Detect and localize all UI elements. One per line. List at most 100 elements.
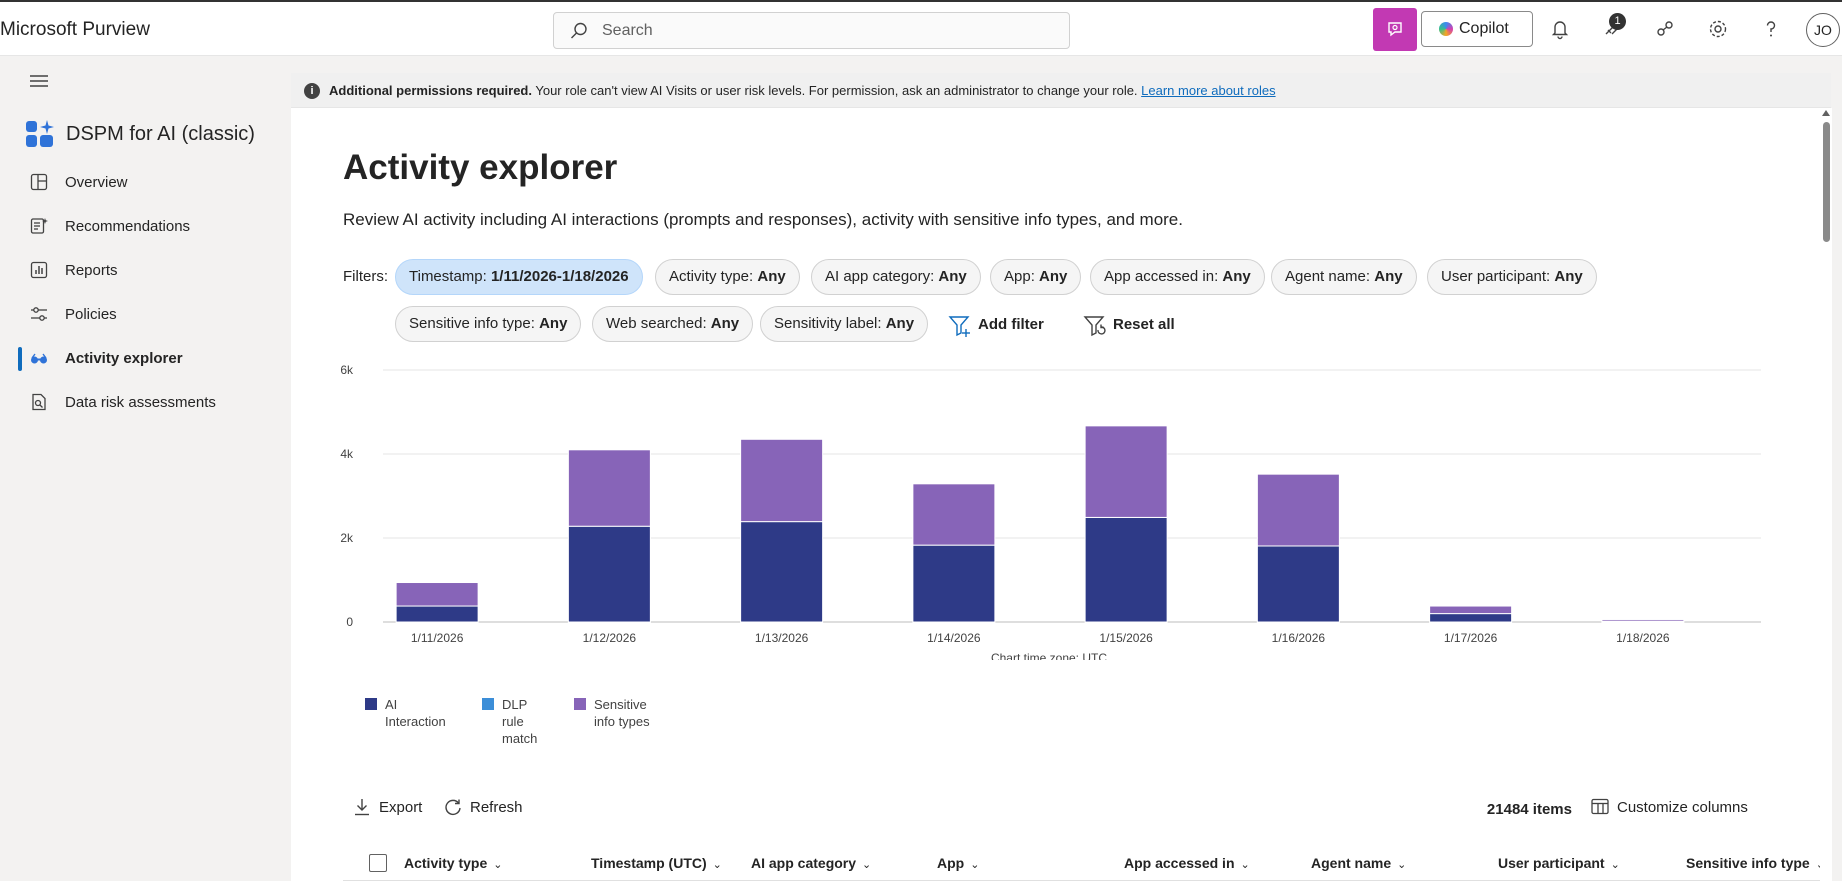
filter-user-participant[interactable]: User participant: Any [1427,259,1597,295]
gear-icon[interactable] [1707,18,1729,40]
reports-icon [30,261,48,279]
filter-name: User participant: [1441,268,1555,285]
filter-value: Any [1554,268,1583,285]
sidebar-item-reports[interactable]: Reports [0,251,290,291]
select-all-checkbox[interactable] [369,854,387,872]
add-filter-label: Add filter [978,316,1044,333]
active-indicator [18,347,22,371]
sidebar-item-overview[interactable]: Overview [0,163,290,203]
copilot-label: Copilot [1459,20,1509,37]
filter-value: 1/11/2026-1/18/2026 [490,268,629,285]
search-box[interactable] [553,12,1070,49]
x-tick-label: 1/12/2026 [583,631,637,645]
sidebar-item-label: Overview [65,174,128,191]
table-header: Activity type ⌄ Timestamp (UTC) ⌄ AI app c… [343,845,1831,881]
hamburger-icon[interactable] [28,71,50,91]
sidebar-item-recommendations[interactable]: Recommendations [0,207,290,247]
legend-label: AI Interaction [385,697,446,729]
notice-text: Your role can't view AI Visits or user r… [531,83,1142,98]
scroll-up-icon[interactable] [1822,110,1830,116]
column-agent-name[interactable]: Agent name ⌄ [1311,855,1406,871]
add-filter-button[interactable]: Add filter [948,311,1058,341]
x-tick-label: 1/11/2026 [411,631,464,645]
x-tick-label: 1/17/2026 [1444,631,1498,645]
filter-name: AI app category: [825,268,939,285]
column-label: Agent name [1311,855,1392,871]
chevron-down-icon: ⌄ [1610,859,1620,871]
app-switch-button[interactable] [1373,8,1417,51]
x-tick-label: 1/14/2026 [927,631,981,645]
sidebar-item-activity-explorer[interactable]: Activity explorer [0,339,290,379]
x-tick-label: 1/13/2026 [755,631,809,645]
x-tick-label: 1/18/2026 [1616,631,1670,645]
x-tick-label: 1/15/2026 [1099,631,1153,645]
bar-segment [395,582,479,607]
filter-timestamp[interactable]: Timestamp: 1/11/2026-1/18/2026 [395,259,643,295]
legend-label: Sensitive info types [594,697,650,729]
dspm-logo-icon [26,120,54,147]
page-description: Review AI activity including AI interact… [343,210,1183,229]
legend-swatch [574,698,586,710]
sidebar-item-label: Data risk assessments [65,394,216,411]
export-label: Export [379,799,423,816]
filter-sensitive-info-type[interactable]: Sensitive info type: Any [395,306,582,342]
activity-explorer-icon [31,353,47,364]
column-app-accessed-in[interactable]: App accessed in ⌄ [1124,855,1250,871]
add-filter-icon [948,316,970,337]
column-label: User participant [1498,855,1605,871]
learn-more-roles-link[interactable]: Learn more about roles [1141,83,1276,98]
filter-value: Any [757,268,786,285]
bar-segment [912,544,996,623]
refresh-button[interactable]: Refresh [444,796,534,820]
column-timestamp[interactable]: Timestamp (UTC) ⌄ [591,855,722,871]
filter-value: Any [710,315,740,332]
overview-icon [30,173,48,191]
sidebar-item-data-risk-assessments[interactable]: Data risk assessments [0,383,290,423]
bar-segment [912,483,996,546]
filter-app[interactable]: App: Any [990,259,1082,295]
bar-segment [740,438,824,523]
legend-swatch [365,698,377,710]
permissions-notice: i Additional permissions required. Your … [291,73,1831,108]
filter-activity-type[interactable]: Activity type: Any [655,259,800,295]
chevron-down-icon: ⌄ [970,859,980,871]
export-button[interactable]: Export [353,796,433,820]
help-icon[interactable] [1760,18,1782,40]
scrollbar-thumb[interactable] [1823,122,1830,242]
filter-value: Any [539,315,568,332]
column-label: App [937,855,965,871]
column-user-participant[interactable]: User participant ⌄ [1498,855,1620,871]
y-tick-label: 4k [340,447,354,461]
reset-all-button[interactable]: Reset all [1083,311,1193,341]
filter-name: Sensitivity label: [774,315,886,332]
page-title: Activity explorer [343,148,618,187]
column-label: Sensitive info type [1686,855,1810,871]
bell-icon[interactable] [1549,18,1571,40]
column-ai-app-category[interactable]: AI app category ⌄ [751,855,871,871]
filter-ai-app-category[interactable]: AI app category: Any [811,259,981,295]
sidebar-item-label: Reports [65,262,118,279]
filter-name: Activity type: [669,268,758,285]
app-title[interactable]: Microsoft Purview [0,19,150,40]
copilot-button[interactable]: Copilot [1421,11,1533,47]
sidebar-item-policies[interactable]: Policies [0,295,290,335]
chevron-down-icon: ⌄ [862,859,872,871]
filter-sensitivity-label[interactable]: Sensitivity label: Any [760,306,929,342]
connections-icon[interactable] [1654,18,1676,40]
items-count: 21484 items [1486,801,1572,818]
column-activity-type[interactable]: Activity type ⌄ [404,855,502,871]
main-scrollbar[interactable] [1820,108,1832,881]
customize-columns-icon [1591,798,1609,815]
customize-columns-button[interactable]: Customize columns [1591,796,1771,820]
search-input[interactable] [602,21,1042,41]
search-icon [571,22,587,39]
column-app[interactable]: App ⌄ [937,855,979,871]
notification-badge: 1 [1609,13,1626,30]
filter-app-accessed-in[interactable]: App accessed in: Any [1090,259,1265,295]
filter-agent-name[interactable]: Agent name: Any [1271,259,1417,295]
avatar[interactable]: JO [1806,13,1840,47]
filter-web-searched[interactable]: Web searched: Any [592,306,754,342]
filters-label: Filters: [343,268,388,285]
column-sensitive-info-type[interactable]: Sensitive info type⌄ [1686,855,1825,871]
column-label: Timestamp (UTC) [591,855,707,871]
